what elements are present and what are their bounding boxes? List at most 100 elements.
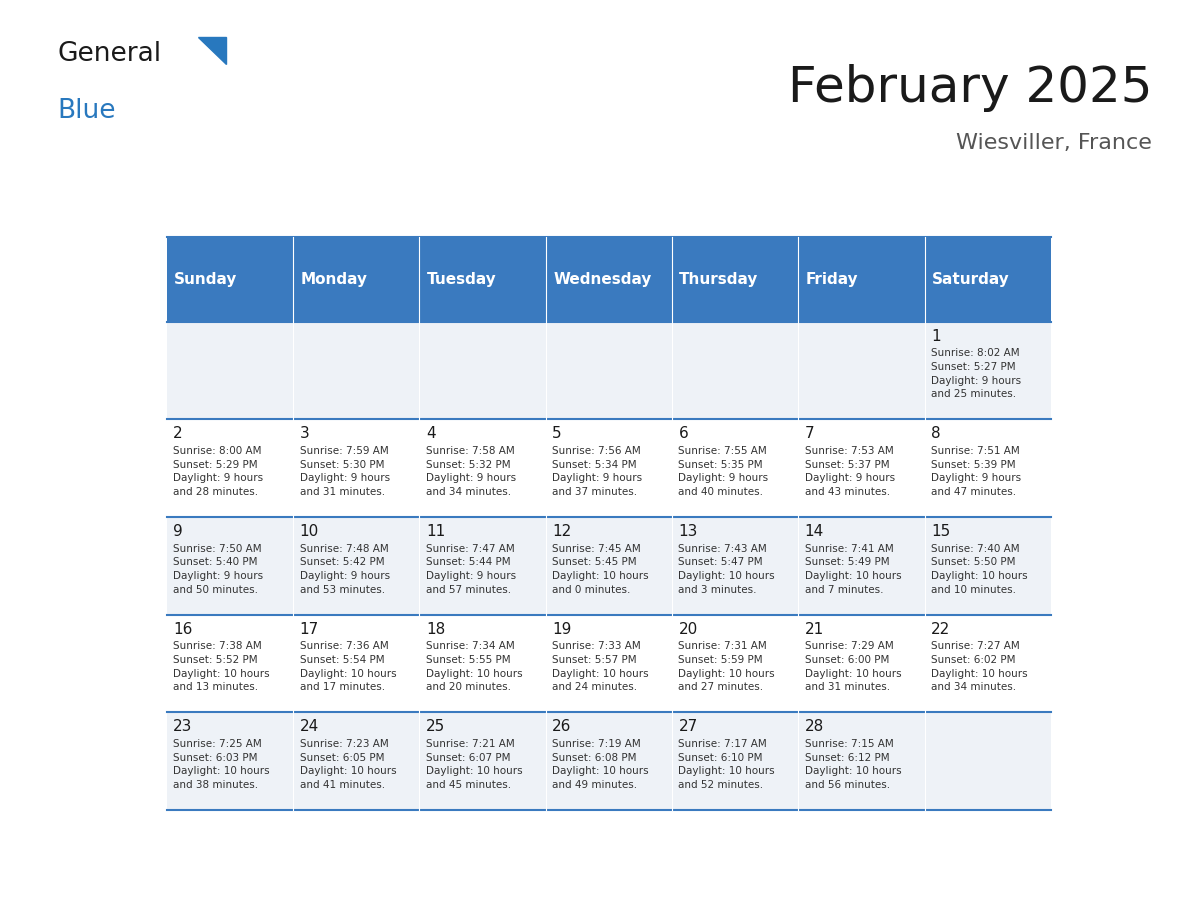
Bar bbox=[798, 321, 924, 420]
Text: Sunrise: 7:45 AM
Sunset: 5:45 PM
Daylight: 10 hours
and 0 minutes.: Sunrise: 7:45 AM Sunset: 5:45 PM Dayligh… bbox=[552, 543, 649, 595]
Bar bbox=[545, 321, 672, 420]
Bar bbox=[293, 238, 419, 321]
Text: 9: 9 bbox=[173, 524, 183, 539]
Text: Sunrise: 7:31 AM
Sunset: 5:59 PM
Daylight: 10 hours
and 27 minutes.: Sunrise: 7:31 AM Sunset: 5:59 PM Dayligh… bbox=[678, 642, 775, 692]
Text: Tuesday: Tuesday bbox=[426, 272, 497, 287]
Text: Sunrise: 7:48 AM
Sunset: 5:42 PM
Daylight: 9 hours
and 53 minutes.: Sunrise: 7:48 AM Sunset: 5:42 PM Dayligh… bbox=[299, 543, 390, 595]
Text: Sunday: Sunday bbox=[175, 272, 238, 287]
Bar bbox=[293, 420, 419, 517]
Text: Sunrise: 7:23 AM
Sunset: 6:05 PM
Daylight: 10 hours
and 41 minutes.: Sunrise: 7:23 AM Sunset: 6:05 PM Dayligh… bbox=[299, 739, 397, 790]
Bar bbox=[798, 238, 924, 321]
Text: Sunrise: 7:53 AM
Sunset: 5:37 PM
Daylight: 9 hours
and 43 minutes.: Sunrise: 7:53 AM Sunset: 5:37 PM Dayligh… bbox=[804, 446, 895, 497]
Bar bbox=[166, 712, 293, 810]
Text: Sunrise: 7:56 AM
Sunset: 5:34 PM
Daylight: 9 hours
and 37 minutes.: Sunrise: 7:56 AM Sunset: 5:34 PM Dayligh… bbox=[552, 446, 643, 497]
Text: Sunrise: 8:00 AM
Sunset: 5:29 PM
Daylight: 9 hours
and 28 minutes.: Sunrise: 8:00 AM Sunset: 5:29 PM Dayligh… bbox=[173, 446, 264, 497]
Bar bbox=[798, 420, 924, 517]
Text: Sunrise: 7:58 AM
Sunset: 5:32 PM
Daylight: 9 hours
and 34 minutes.: Sunrise: 7:58 AM Sunset: 5:32 PM Dayligh… bbox=[425, 446, 516, 497]
Text: Wiesviller, France: Wiesviller, France bbox=[956, 133, 1152, 153]
Bar bbox=[293, 321, 419, 420]
Bar bbox=[419, 238, 545, 321]
Bar bbox=[798, 517, 924, 615]
Bar bbox=[672, 238, 798, 321]
Bar bbox=[293, 615, 419, 712]
Text: Sunrise: 7:19 AM
Sunset: 6:08 PM
Daylight: 10 hours
and 49 minutes.: Sunrise: 7:19 AM Sunset: 6:08 PM Dayligh… bbox=[552, 739, 649, 790]
Bar bbox=[672, 420, 798, 517]
Bar bbox=[924, 238, 1051, 321]
Text: Sunrise: 7:29 AM
Sunset: 6:00 PM
Daylight: 10 hours
and 31 minutes.: Sunrise: 7:29 AM Sunset: 6:00 PM Dayligh… bbox=[804, 642, 902, 692]
Bar bbox=[672, 712, 798, 810]
Text: 26: 26 bbox=[552, 720, 571, 734]
Text: 4: 4 bbox=[425, 426, 436, 442]
Text: 20: 20 bbox=[678, 621, 697, 637]
Text: 6: 6 bbox=[678, 426, 688, 442]
Text: Sunrise: 7:33 AM
Sunset: 5:57 PM
Daylight: 10 hours
and 24 minutes.: Sunrise: 7:33 AM Sunset: 5:57 PM Dayligh… bbox=[552, 642, 649, 692]
Text: Sunrise: 7:36 AM
Sunset: 5:54 PM
Daylight: 10 hours
and 17 minutes.: Sunrise: 7:36 AM Sunset: 5:54 PM Dayligh… bbox=[299, 642, 397, 692]
Bar bbox=[545, 712, 672, 810]
Bar bbox=[419, 517, 545, 615]
Bar bbox=[924, 420, 1051, 517]
Text: Sunrise: 7:40 AM
Sunset: 5:50 PM
Daylight: 10 hours
and 10 minutes.: Sunrise: 7:40 AM Sunset: 5:50 PM Dayligh… bbox=[931, 543, 1028, 595]
Bar bbox=[166, 615, 293, 712]
Text: 25: 25 bbox=[425, 720, 446, 734]
Text: Sunrise: 7:59 AM
Sunset: 5:30 PM
Daylight: 9 hours
and 31 minutes.: Sunrise: 7:59 AM Sunset: 5:30 PM Dayligh… bbox=[299, 446, 390, 497]
Text: 1: 1 bbox=[931, 329, 941, 343]
Bar bbox=[924, 321, 1051, 420]
Text: 3: 3 bbox=[299, 426, 309, 442]
Text: 22: 22 bbox=[931, 621, 950, 637]
Bar bbox=[166, 238, 293, 321]
Bar bbox=[166, 321, 293, 420]
Text: Sunrise: 7:15 AM
Sunset: 6:12 PM
Daylight: 10 hours
and 56 minutes.: Sunrise: 7:15 AM Sunset: 6:12 PM Dayligh… bbox=[804, 739, 902, 790]
Text: Blue: Blue bbox=[57, 98, 115, 124]
Text: 14: 14 bbox=[804, 524, 824, 539]
Bar bbox=[293, 712, 419, 810]
Text: 15: 15 bbox=[931, 524, 950, 539]
Text: Sunrise: 7:27 AM
Sunset: 6:02 PM
Daylight: 10 hours
and 34 minutes.: Sunrise: 7:27 AM Sunset: 6:02 PM Dayligh… bbox=[931, 642, 1028, 692]
Text: 18: 18 bbox=[425, 621, 446, 637]
Text: Sunrise: 7:34 AM
Sunset: 5:55 PM
Daylight: 10 hours
and 20 minutes.: Sunrise: 7:34 AM Sunset: 5:55 PM Dayligh… bbox=[425, 642, 523, 692]
Text: Thursday: Thursday bbox=[680, 272, 759, 287]
Text: 2: 2 bbox=[173, 426, 183, 442]
Text: Sunrise: 7:17 AM
Sunset: 6:10 PM
Daylight: 10 hours
and 52 minutes.: Sunrise: 7:17 AM Sunset: 6:10 PM Dayligh… bbox=[678, 739, 775, 790]
Text: Saturday: Saturday bbox=[931, 272, 1010, 287]
Text: Sunrise: 7:25 AM
Sunset: 6:03 PM
Daylight: 10 hours
and 38 minutes.: Sunrise: 7:25 AM Sunset: 6:03 PM Dayligh… bbox=[173, 739, 270, 790]
Text: 12: 12 bbox=[552, 524, 571, 539]
Text: Sunrise: 7:21 AM
Sunset: 6:07 PM
Daylight: 10 hours
and 45 minutes.: Sunrise: 7:21 AM Sunset: 6:07 PM Dayligh… bbox=[425, 739, 523, 790]
Text: Sunrise: 7:43 AM
Sunset: 5:47 PM
Daylight: 10 hours
and 3 minutes.: Sunrise: 7:43 AM Sunset: 5:47 PM Dayligh… bbox=[678, 543, 775, 595]
Text: Sunrise: 7:51 AM
Sunset: 5:39 PM
Daylight: 9 hours
and 47 minutes.: Sunrise: 7:51 AM Sunset: 5:39 PM Dayligh… bbox=[931, 446, 1022, 497]
Text: 8: 8 bbox=[931, 426, 941, 442]
Text: 19: 19 bbox=[552, 621, 571, 637]
Text: Monday: Monday bbox=[301, 272, 367, 287]
Bar bbox=[166, 420, 293, 517]
Text: February 2025: February 2025 bbox=[788, 64, 1152, 112]
Text: 28: 28 bbox=[804, 720, 824, 734]
Bar bbox=[798, 712, 924, 810]
Bar bbox=[545, 420, 672, 517]
Text: 10: 10 bbox=[299, 524, 318, 539]
Text: 27: 27 bbox=[678, 720, 697, 734]
Bar bbox=[924, 712, 1051, 810]
Text: 21: 21 bbox=[804, 621, 824, 637]
Text: Sunrise: 8:02 AM
Sunset: 5:27 PM
Daylight: 9 hours
and 25 minutes.: Sunrise: 8:02 AM Sunset: 5:27 PM Dayligh… bbox=[931, 349, 1022, 399]
Bar bbox=[798, 615, 924, 712]
Text: Sunrise: 7:38 AM
Sunset: 5:52 PM
Daylight: 10 hours
and 13 minutes.: Sunrise: 7:38 AM Sunset: 5:52 PM Dayligh… bbox=[173, 642, 270, 692]
Bar bbox=[419, 420, 545, 517]
Bar bbox=[924, 615, 1051, 712]
Text: 17: 17 bbox=[299, 621, 318, 637]
Bar bbox=[419, 321, 545, 420]
Text: Wednesday: Wednesday bbox=[554, 272, 651, 287]
Text: 23: 23 bbox=[173, 720, 192, 734]
Bar bbox=[672, 321, 798, 420]
Text: 16: 16 bbox=[173, 621, 192, 637]
Text: 5: 5 bbox=[552, 426, 562, 442]
Bar bbox=[545, 238, 672, 321]
Text: Sunrise: 7:55 AM
Sunset: 5:35 PM
Daylight: 9 hours
and 40 minutes.: Sunrise: 7:55 AM Sunset: 5:35 PM Dayligh… bbox=[678, 446, 769, 497]
Bar bbox=[419, 712, 545, 810]
Bar bbox=[545, 615, 672, 712]
Text: Sunrise: 7:50 AM
Sunset: 5:40 PM
Daylight: 9 hours
and 50 minutes.: Sunrise: 7:50 AM Sunset: 5:40 PM Dayligh… bbox=[173, 543, 264, 595]
Text: 11: 11 bbox=[425, 524, 446, 539]
Bar bbox=[293, 517, 419, 615]
Text: 24: 24 bbox=[299, 720, 318, 734]
Bar bbox=[924, 517, 1051, 615]
Bar bbox=[672, 517, 798, 615]
Text: 7: 7 bbox=[804, 426, 814, 442]
